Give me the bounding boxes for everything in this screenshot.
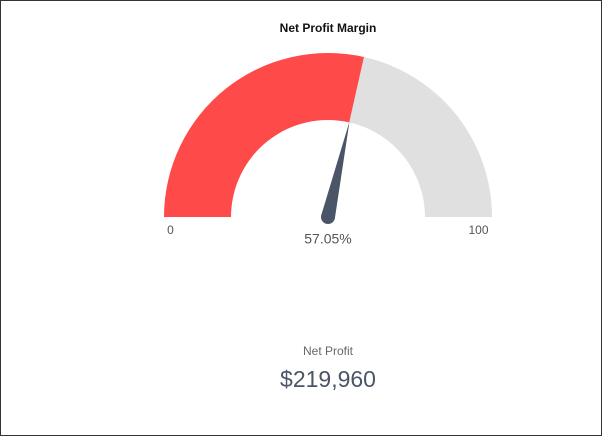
kpi-value: $219,960 bbox=[280, 366, 376, 392]
tick-label: 100 bbox=[468, 223, 488, 237]
gauge-rest bbox=[349, 57, 492, 218]
chart-title: Net Profit Margin bbox=[280, 21, 377, 35]
tick-label: 0 bbox=[167, 223, 174, 237]
gauge-fill bbox=[164, 53, 365, 217]
needle bbox=[321, 121, 350, 224]
kpi-label: Net Profit bbox=[303, 344, 354, 358]
needle-hub bbox=[321, 210, 335, 224]
needle-body bbox=[321, 121, 350, 219]
value-label: 57.05% bbox=[304, 231, 351, 247]
